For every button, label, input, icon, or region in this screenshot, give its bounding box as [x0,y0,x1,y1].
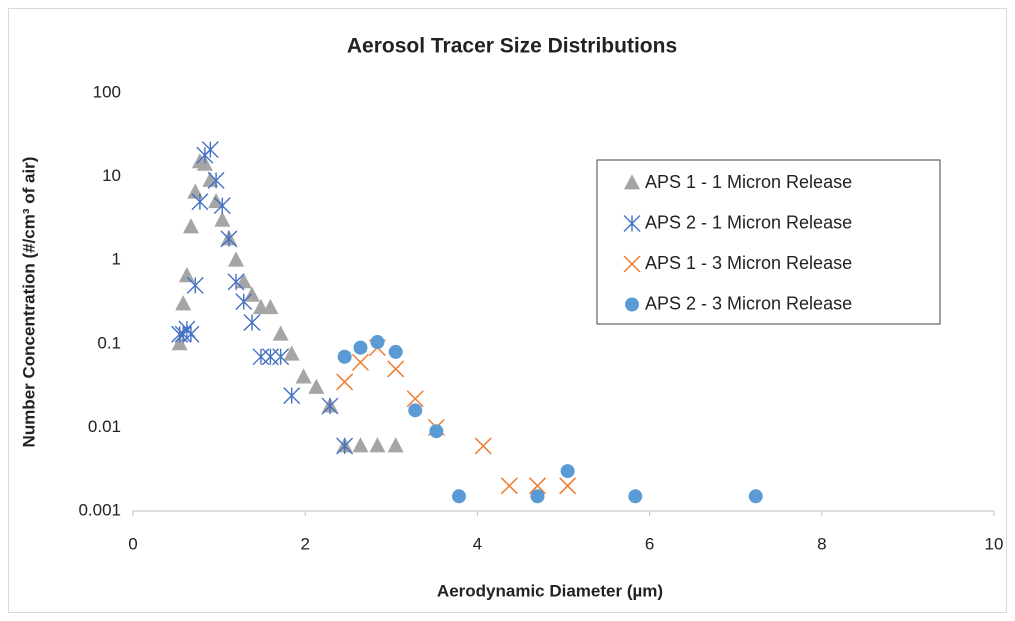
triangle-point [175,295,192,311]
circle-point [560,464,575,479]
circle-point [353,340,368,355]
y-tick-label: 0.001 [78,500,121,519]
legend-marker [623,255,641,273]
legend-label: APS 1 - 1 Micron Release [645,172,852,192]
y-tick-label: 0.01 [88,417,121,436]
asterisk-point [336,437,354,455]
triangle-point [178,267,195,283]
triangle-point [369,437,386,453]
legend-marker [624,174,640,190]
x-point [387,360,405,378]
triangle-point [283,345,300,361]
chart-title: Aerosol Tracer Size Distributions [347,35,677,58]
x-tick-label: 0 [128,534,137,553]
asterisk-point [213,197,231,215]
x-tick-label: 2 [300,534,309,553]
circle-point [530,489,545,504]
legend-marker [625,297,639,312]
x-axis-title: Aerodynamic Diameter (µm) [437,581,663,600]
triangle-point [387,437,404,453]
asterisk-point [178,320,196,338]
triangle-point [182,218,199,234]
y-axis-title: Number Concentration (#/cm³ of air) [19,157,38,448]
triangle-point [262,298,279,315]
asterisk-point [252,348,270,366]
triangle-point [295,368,312,384]
y-tick-label: 0.1 [97,333,121,352]
x-point [336,373,354,391]
asterisk-point [243,313,261,331]
circle-point [451,489,466,504]
y-tick-label: 10 [102,166,121,185]
triangle-point [228,251,245,267]
circle-point [408,403,423,418]
x-point [351,353,370,371]
asterisk-point [186,276,204,294]
asterisk-point [182,325,200,343]
triangle-point [235,273,252,289]
x-tick-label: 8 [817,534,826,553]
asterisk-point [272,348,290,366]
x-tick-label: 10 [985,534,1004,553]
legend-marker [623,215,641,232]
triangle-point [171,335,188,351]
y-tick-label: 100 [93,82,121,101]
legend-box [596,159,941,325]
triangle-point [272,325,289,341]
triangle-point [214,211,231,227]
circle-point [388,344,403,359]
x-tick-label: 6 [645,534,654,553]
circle-point [337,349,352,364]
asterisk-point [201,141,219,159]
asterisk-point [191,193,209,211]
legend-label: APS 1 - 3 Micron Release [645,253,852,273]
asterisk-point [283,387,301,405]
circle-point [748,489,763,504]
x-point [474,437,492,455]
triangle-point [308,378,325,394]
x-point [406,390,424,408]
asterisk-point [174,325,192,343]
asterisk-point [235,293,253,311]
x-point [528,477,547,495]
x-point [559,477,577,495]
y-tick-label: 1 [112,250,121,269]
circle-point [370,335,385,350]
x-point [500,477,518,495]
asterisk-point [207,171,225,189]
circle-point [429,424,444,439]
legend-label: APS 2 - 1 Micron Release [645,212,852,232]
x-tick-label: 4 [473,534,482,553]
asterisk-point [220,230,238,248]
legend-label: APS 2 - 3 Micron Release [645,293,852,313]
triangle-point [352,437,369,453]
circle-point [628,489,643,504]
asterisk-point [227,273,245,291]
asterisk-point [321,397,339,415]
